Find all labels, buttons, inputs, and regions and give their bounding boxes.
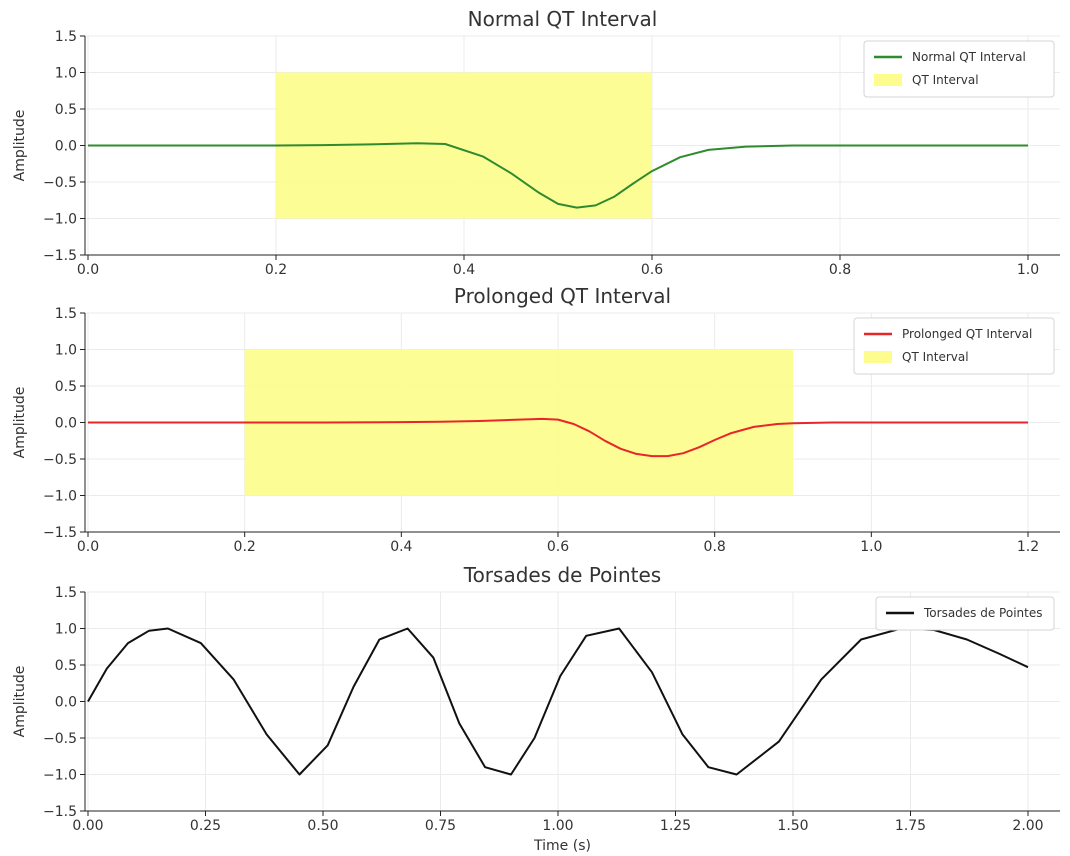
chart-panel-2: 0.0 0.2 0.4 0.6 0.8 1.0 1.2 1.5 1.0 0.5 0.0 −0.5 −1.… xyxy=(12,284,1060,555)
x-tick-label: 0.75 xyxy=(425,818,456,834)
y-tick-label: 1.0 xyxy=(55,343,77,359)
y-tick-label: −1.5 xyxy=(43,804,77,820)
y-tick-label: −1.0 xyxy=(43,489,77,505)
x-tick-label: 0.4 xyxy=(390,539,412,555)
legend: Prolonged QT Interval QT Interval xyxy=(853,317,1055,375)
chart-title: Normal QT Interval xyxy=(468,7,658,31)
y-tick-label: −1.0 xyxy=(43,212,77,228)
x-tick-label: 0.25 xyxy=(190,818,221,834)
x-tick-label: 1.0 xyxy=(1017,262,1039,278)
y-tick-label: 0.0 xyxy=(55,695,77,711)
y-tick-label: 1.0 xyxy=(55,622,77,638)
legend-label-torsades-de-pointes: Torsades de Pointes xyxy=(923,606,1042,620)
chart-title: Prolonged QT Interval xyxy=(454,284,671,308)
series-line-prolonged-qt-interval xyxy=(88,417,1028,458)
legend-box xyxy=(863,40,1055,98)
x-axis-label: Time (s) xyxy=(533,838,591,854)
y-tick-label: −0.5 xyxy=(43,175,77,191)
y-tick-label: −0.5 xyxy=(43,452,77,468)
y-tick-label: 0.5 xyxy=(55,658,77,674)
y-tick-label: 0.5 xyxy=(55,379,77,395)
y-tick-label: 1.5 xyxy=(55,29,77,45)
x-tick-label: 0.2 xyxy=(265,262,287,278)
chart-panel-3: 0.00 0.25 0.50 0.75 1.00 1.25 1.50 1.75 2.00 1.5 1… xyxy=(12,563,1060,854)
y-tick-label: 1.0 xyxy=(55,66,77,82)
x-tick-label: 0.0 xyxy=(77,262,99,278)
y-tick-label: 0.0 xyxy=(55,139,77,155)
series-line-normal-qt-interval xyxy=(88,142,1028,209)
x-tick-label: 1.25 xyxy=(660,818,691,834)
x-tick-label: 1.50 xyxy=(777,818,808,834)
x-tick-label: 0.8 xyxy=(829,262,851,278)
x-tick-label: 1.2 xyxy=(1017,539,1039,555)
legend: Torsades de Pointes xyxy=(875,596,1055,631)
x-tick-label: 0.6 xyxy=(547,539,569,555)
legend-label-prolonged-qt-interval: Prolonged QT Interval xyxy=(902,327,1032,341)
x-tick-label: 1.00 xyxy=(542,818,573,834)
x-tick-label: 0.6 xyxy=(641,262,663,278)
y-tick-label: 1.5 xyxy=(55,585,77,601)
y-tick-label: −1.5 xyxy=(43,248,77,264)
legend-swatch-patch xyxy=(874,74,902,86)
x-tick-label: 0.2 xyxy=(234,539,256,555)
y-tick-label: 1.5 xyxy=(55,306,77,322)
y-axis-label: Amplitude xyxy=(12,110,28,182)
x-tick-label: 0.8 xyxy=(704,539,726,555)
y-axis-label: Amplitude xyxy=(12,387,28,459)
legend-swatch-patch xyxy=(864,351,892,363)
y-tick-label: 0.5 xyxy=(55,102,77,118)
x-tick-label: 2.00 xyxy=(1012,818,1043,834)
x-tick-label: 1.0 xyxy=(860,539,882,555)
legend: Normal QT Interval QT Interval xyxy=(863,40,1055,98)
x-tick-label: 0.4 xyxy=(453,262,475,278)
x-tick-label: 0.0 xyxy=(77,539,99,555)
x-tick-label: 1.75 xyxy=(895,818,926,834)
legend-label-qt-interval: QT Interval xyxy=(902,350,969,364)
x-tick-label: 0.50 xyxy=(307,818,338,834)
chart-panel-1: 0.0 0.2 0.4 0.6 0.8 1.0 1.5 1.0 0.5 0.0 −0.5 −1.0 −1… xyxy=(12,7,1060,278)
legend-label-qt-interval: QT Interval xyxy=(912,73,979,87)
legend-label-normal-qt-interval: Normal QT Interval xyxy=(912,50,1026,64)
y-axis-label: Amplitude xyxy=(12,666,28,738)
y-tick-label: −0.5 xyxy=(43,731,77,747)
x-tick-label: 0.00 xyxy=(72,818,103,834)
legend-box xyxy=(875,596,1055,631)
legend-box xyxy=(853,317,1055,375)
y-tick-label: −1.0 xyxy=(43,768,77,784)
y-tick-label: 0.0 xyxy=(55,416,77,432)
chart-title: Torsades de Pointes xyxy=(463,563,661,587)
y-tick-label: −1.5 xyxy=(43,525,77,541)
series-line-torsades-de-pointes xyxy=(87,627,1029,776)
